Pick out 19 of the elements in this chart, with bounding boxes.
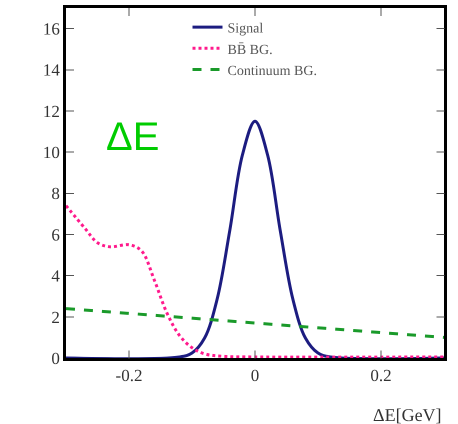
y-tick-label: 0 [51,348,60,368]
y-tick-label: 4 [51,266,60,286]
x-tick-label: 0 [250,366,260,386]
x-tick-label: 0.2 [370,366,392,386]
y-tick-label: 2 [51,308,60,327]
y-tick-label: 8 [51,184,60,204]
line-series [66,204,444,358]
y-tick-label: 6 [51,225,60,244]
legend-label: Signal [228,22,264,37]
y-tick-label: 12 [42,102,60,121]
line-series [66,120,444,358]
y-tick-label: 14 [42,60,60,80]
annotation: ΔE [106,115,160,159]
y-tick-label: 16 [42,20,60,39]
legend-label: BB̄ BG. [228,42,273,58]
legend-label: Continuum BG. [228,64,317,79]
x-tick-label: -0.2 [116,366,142,386]
x-axis-title: ΔE[GeV] [373,405,442,424]
y-tick-label: 10 [42,143,60,162]
